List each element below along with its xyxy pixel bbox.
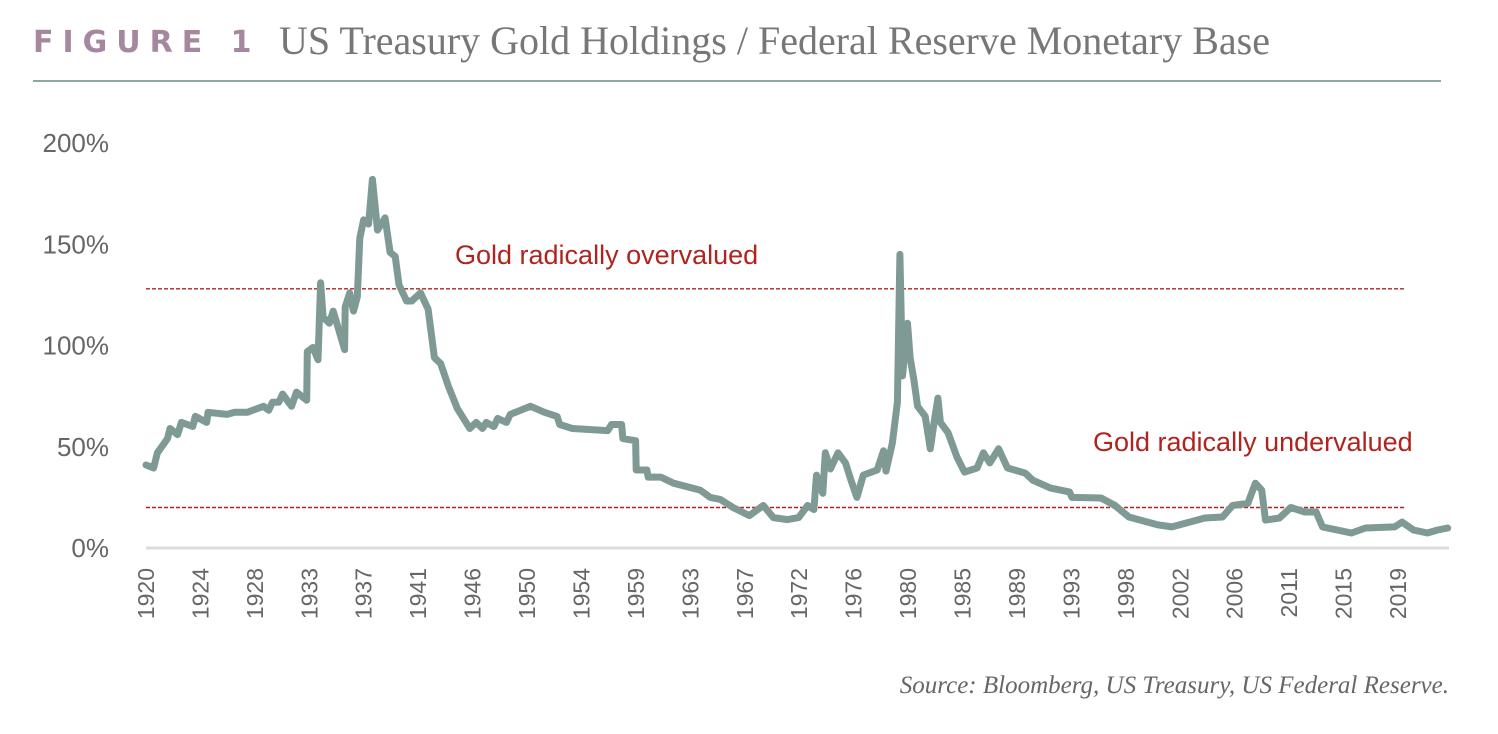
figure-label: FIGURE 1 — [33, 25, 261, 60]
x-tick-label: 2015 — [1331, 568, 1357, 619]
y-tick-label: 150% — [43, 229, 110, 259]
y-axis: 0% 50% 100% 150% 200% — [43, 128, 110, 563]
x-tick-label: 2002 — [1167, 568, 1193, 619]
y-tick-label: 200% — [43, 128, 110, 158]
y-tick-label: 100% — [43, 331, 110, 361]
x-tick-label: 1924 — [187, 568, 213, 619]
x-tick-label: 1937 — [351, 568, 377, 619]
x-tick-label: 1998 — [1113, 568, 1139, 619]
x-tick-label: 1963 — [677, 568, 703, 619]
x-tick-label: 1928 — [242, 568, 268, 619]
x-tick-label: 2019 — [1385, 568, 1411, 619]
series-group — [142, 175, 1452, 537]
source-note: Source: Bloomberg, US Treasury, US Feder… — [900, 672, 1449, 699]
x-axis: 1920 1924 1928 1933 1937 1941 1946 1950 1954 1959… — [133, 568, 1411, 619]
x-tick-label: 1980 — [895, 568, 921, 619]
x-tick-label: 1946 — [460, 568, 486, 619]
chart-title: US Treasury Gold Holdings / Federal Rese… — [279, 18, 1270, 63]
series-line — [142, 175, 1452, 537]
x-tick-label: 1959 — [623, 568, 649, 619]
x-tick-label: 1993 — [1058, 568, 1084, 619]
x-tick-label: 2006 — [1222, 568, 1248, 619]
y-tick-label: 50% — [57, 432, 109, 462]
x-tick-label: 1972 — [786, 568, 812, 619]
x-tick-label: 1967 — [732, 568, 758, 619]
y-tick-label: 0% — [71, 533, 109, 563]
annotation-overvalued: Gold radically overvalued — [455, 240, 758, 270]
x-tick-label: 1976 — [841, 568, 867, 619]
x-tick-label: 1989 — [1004, 568, 1030, 619]
x-tick-label: 1954 — [568, 568, 594, 619]
x-tick-label: 1920 — [133, 568, 159, 619]
x-tick-label: 1950 — [514, 568, 540, 619]
annotation-undervalued: Gold radically undervalued — [1093, 427, 1413, 457]
x-tick-label: 2011 — [1276, 568, 1302, 617]
x-tick-label: 1985 — [950, 568, 976, 619]
x-tick-label: 1933 — [296, 568, 322, 619]
x-tick-label: 1941 — [405, 568, 431, 619]
